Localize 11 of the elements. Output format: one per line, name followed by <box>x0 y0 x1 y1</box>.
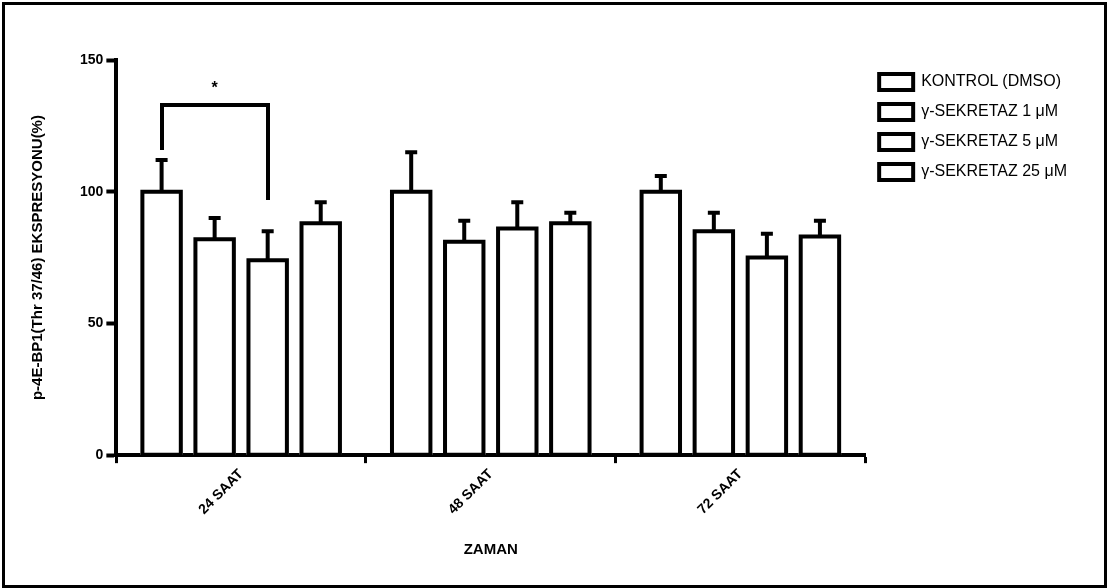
annotation: * <box>211 79 219 97</box>
legend-label: γ-SEKRETAZ 25 μM <box>921 162 1068 180</box>
legend-label: γ-SEKRETAZ 5 μM <box>921 132 1059 150</box>
legend-label: KONTROL (DMSO) <box>921 72 1062 90</box>
y-axis-title: p-4E-BP1(Thr 37/46) EKSPRESYONU(%) <box>28 115 46 401</box>
x-axis-title: ZAMAN <box>463 540 518 558</box>
y-tick-label: 150 <box>80 50 104 67</box>
y-tick-label: 100 <box>80 182 104 199</box>
y-tick-label: 0 <box>95 446 104 462</box>
y-tick-label: 50 <box>87 314 104 331</box>
legend-label: γ-SEKRETAZ 1 μM <box>921 102 1059 120</box>
